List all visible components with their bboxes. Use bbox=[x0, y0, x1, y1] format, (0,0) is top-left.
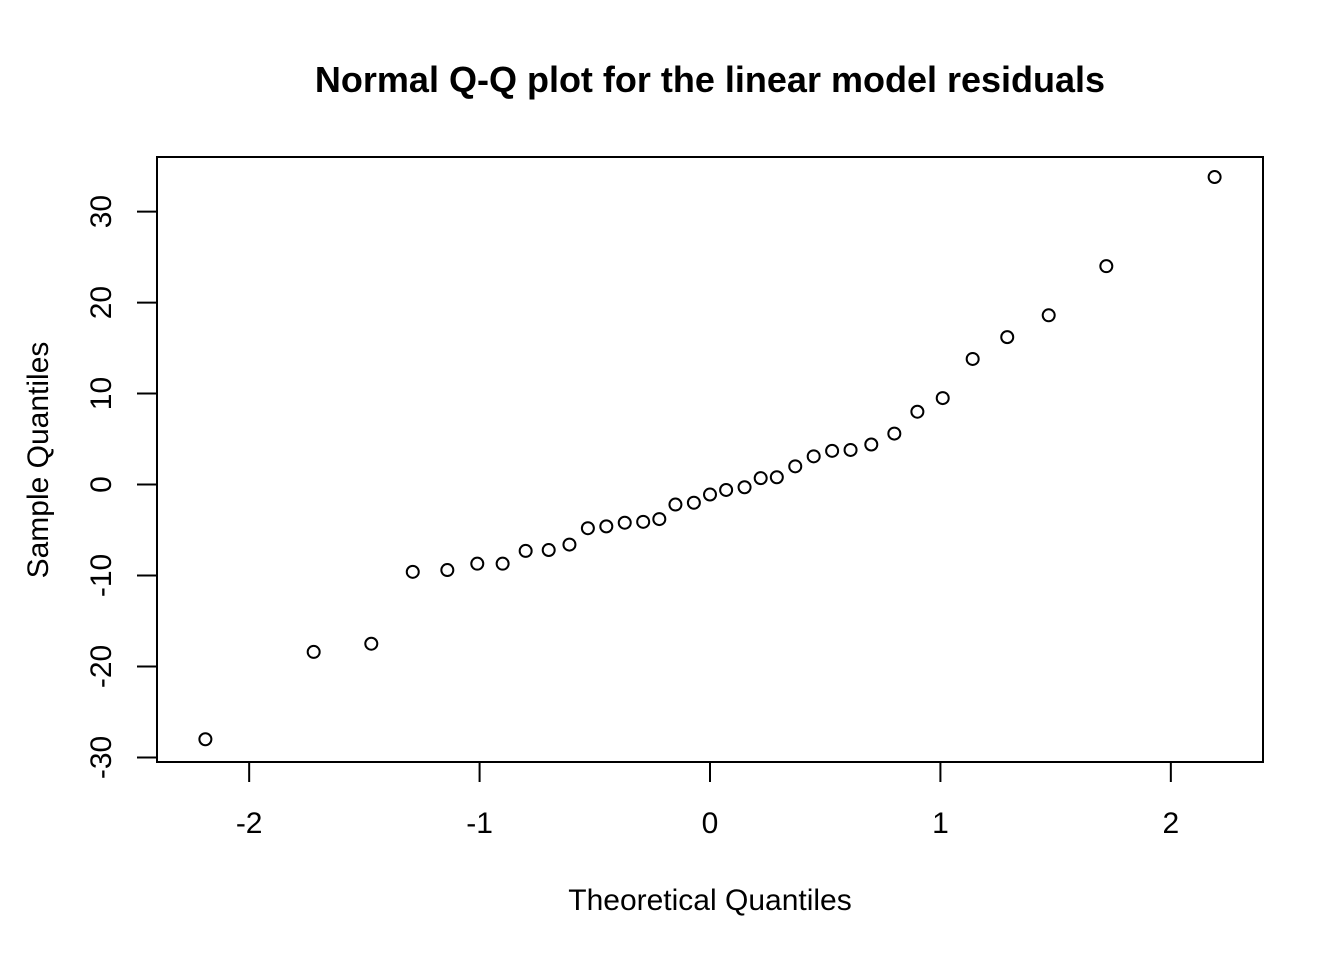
data-point bbox=[668, 497, 683, 512]
data-point bbox=[965, 351, 980, 366]
y-tick-label: -10 bbox=[85, 554, 118, 597]
data-point bbox=[364, 636, 379, 651]
y-tick-label: -20 bbox=[85, 645, 118, 688]
data-point bbox=[753, 471, 768, 486]
data-point bbox=[636, 514, 651, 529]
data-point bbox=[306, 644, 321, 659]
data-point bbox=[1099, 259, 1114, 274]
data-point bbox=[788, 459, 803, 474]
y-tick-label: 20 bbox=[85, 286, 118, 319]
data-point bbox=[495, 556, 510, 571]
data-point bbox=[703, 487, 717, 502]
data-point bbox=[440, 563, 455, 578]
x-axis-label: Theoretical Quantiles bbox=[568, 884, 851, 917]
data-point bbox=[864, 437, 879, 452]
data-point bbox=[825, 443, 840, 458]
data-points bbox=[198, 170, 1222, 747]
data-point bbox=[541, 543, 556, 558]
data-point bbox=[686, 495, 701, 510]
data-point bbox=[769, 470, 784, 485]
data-point bbox=[198, 732, 213, 747]
data-point bbox=[617, 515, 632, 530]
x-axis: -2 -1 0 1 2 bbox=[236, 761, 1179, 840]
y-tick-label: 10 bbox=[85, 377, 118, 410]
data-point bbox=[1000, 330, 1015, 345]
y-axis-label: Sample Quantiles bbox=[22, 342, 55, 579]
data-point bbox=[719, 482, 734, 497]
data-point bbox=[405, 564, 420, 579]
x-tick-label: 2 bbox=[1162, 807, 1179, 840]
y-tick-label: 30 bbox=[85, 195, 118, 228]
plot-frame bbox=[156, 156, 1264, 763]
data-point bbox=[843, 442, 858, 457]
x-tick-label: 0 bbox=[702, 807, 719, 840]
x-tick-label: -1 bbox=[466, 807, 493, 840]
data-point bbox=[470, 556, 485, 571]
y-tick-label: 0 bbox=[85, 476, 118, 493]
y-tick-label: -30 bbox=[85, 736, 118, 779]
x-tick-label: 1 bbox=[932, 807, 949, 840]
data-point bbox=[910, 404, 925, 419]
data-point bbox=[806, 449, 821, 464]
x-tick-label: -2 bbox=[236, 807, 263, 840]
data-point bbox=[580, 521, 595, 536]
data-point bbox=[652, 512, 667, 527]
data-point bbox=[1041, 308, 1056, 323]
data-point bbox=[1207, 170, 1222, 185]
data-point bbox=[518, 543, 533, 558]
data-point bbox=[935, 391, 950, 406]
y-axis: -30 -20 -10 0 10 20 30 bbox=[85, 195, 158, 779]
chart-title: Normal Q-Q plot for the linear model res… bbox=[315, 59, 1105, 100]
data-point bbox=[737, 480, 752, 495]
data-point bbox=[599, 519, 614, 534]
data-point bbox=[562, 537, 577, 552]
data-point bbox=[887, 426, 902, 441]
